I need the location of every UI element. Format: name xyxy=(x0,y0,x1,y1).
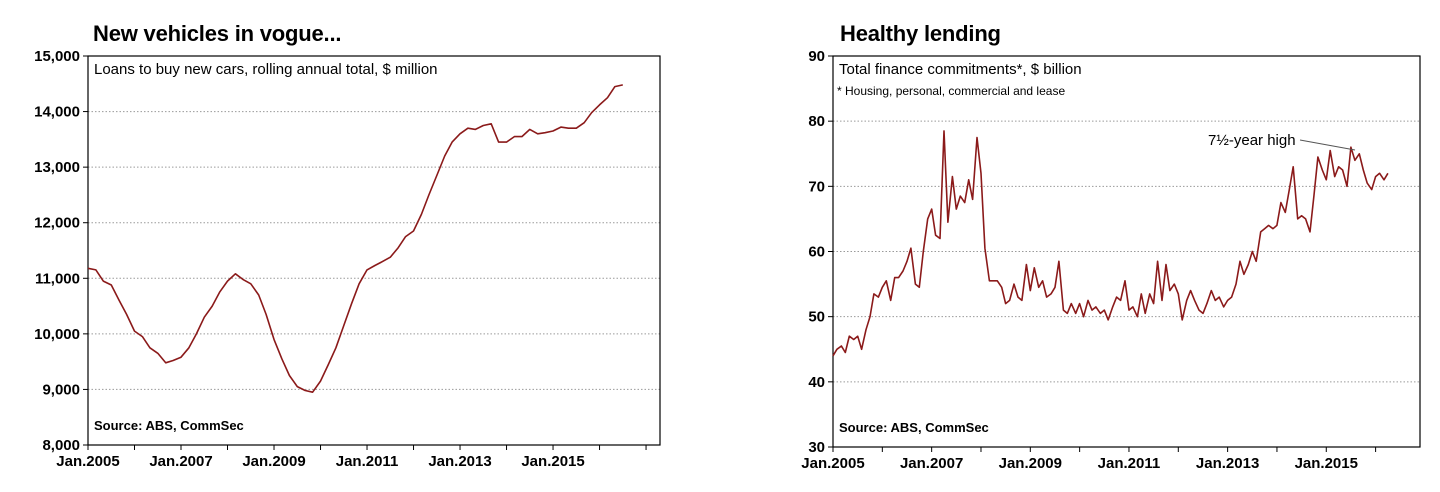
y-tick-label: 40 xyxy=(808,374,825,391)
x-tick-label: Jan.2009 xyxy=(999,455,1062,472)
y-tick-label: 14,000 xyxy=(34,104,80,121)
y-tick-label: 15,000 xyxy=(34,48,80,65)
series-line xyxy=(832,130,1389,357)
x-tick-label: Jan.2015 xyxy=(1295,455,1358,472)
x-tick-label: Jan.2007 xyxy=(149,453,212,470)
y-tick-label: 8,000 xyxy=(42,437,80,454)
y-tick-label: 60 xyxy=(808,244,825,261)
y-tick-label: 9,000 xyxy=(42,381,80,398)
y-tick-label: 80 xyxy=(808,113,825,130)
chart-title: New vehicles in vogue... xyxy=(93,21,342,46)
y-tick-label: 13,000 xyxy=(34,159,80,176)
x-tick-label: Jan.2007 xyxy=(900,455,963,472)
x-tick-label: Jan.2011 xyxy=(1098,455,1161,472)
x-tick-label: Jan.2011 xyxy=(336,453,399,470)
chart-subtitle: Total finance commitments*, $ billion xyxy=(839,61,1082,78)
x-tick-label: Jan.2005 xyxy=(801,455,864,472)
y-tick-label: 90 xyxy=(808,48,825,65)
x-tick-label: Jan.2005 xyxy=(56,453,119,470)
source-note: Source: ABS, CommSec xyxy=(94,418,244,433)
chart-title: Healthy lending xyxy=(840,21,1001,46)
annotation-leader xyxy=(1299,139,1356,151)
annotation-label: 7½-year high xyxy=(1208,132,1296,149)
y-tick-label: 30 xyxy=(808,439,825,456)
y-tick-label: 11,000 xyxy=(35,270,80,287)
chart-new-vehicle-loans: 8,000 9,000 10,000 11,000 12,000 13,000 14,000… xyxy=(34,48,661,470)
chart-panel-new-vehicles: New vehicles in vogue... 8,000 9,000 10,00… xyxy=(34,21,661,470)
y-tick-label: 12,000 xyxy=(34,215,80,232)
x-tick-label: Jan.2009 xyxy=(242,453,305,470)
chart-subtitle: Loans to buy new cars, rolling annual to… xyxy=(94,61,438,78)
y-tick-label: 10,000 xyxy=(34,326,80,343)
y-tick-label: 50 xyxy=(808,309,825,326)
x-tick-label: Jan.2015 xyxy=(521,453,584,470)
series-line xyxy=(87,84,623,394)
chart-footnote: * Housing, personal, commercial and leas… xyxy=(837,84,1065,98)
x-tick-label: Jan.2013 xyxy=(1196,455,1259,472)
source-note: Source: ABS, CommSec xyxy=(839,420,989,435)
x-tick-label: Jan.2013 xyxy=(428,453,491,470)
chart-panel-healthy-lending: Healthy lending 30 40 50 60 70 80 90 Jan.2005 Ja… xyxy=(720,0,1440,492)
y-tick-label: 70 xyxy=(808,178,825,195)
chart-finance-commitments: 30 40 50 60 70 80 90 Jan.2005 Jan.2007 Jan.2009 Ja… xyxy=(801,48,1421,472)
plot-frame xyxy=(87,55,661,446)
